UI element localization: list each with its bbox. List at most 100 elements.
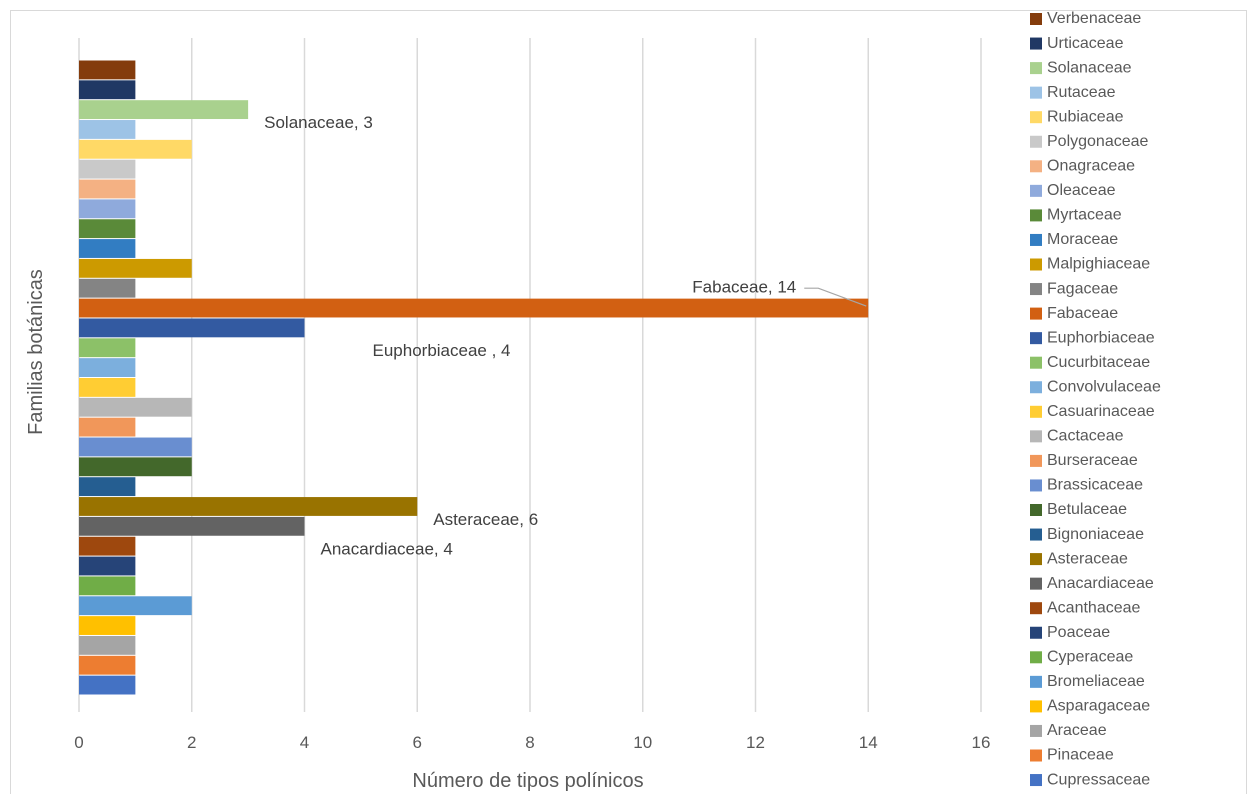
legend-swatch-fagaceae [1030,283,1042,296]
legend-swatch-euphorbiaceae [1030,332,1042,345]
bar-urticaceae [79,80,136,100]
legend-label-casuarinaceae: Casuarinaceae [1047,403,1155,420]
legend-label-myrtaceae: Myrtaceae [1047,207,1122,224]
bar-rutaceae [79,120,136,139]
legend-swatch-solanaceae [1030,62,1042,75]
legend-swatch-onagraceae [1030,160,1042,173]
legend-swatch-araceae [1030,724,1042,737]
legend-label-cupressaceae: Cupressaceae [1047,771,1150,788]
legend-swatch-cyperaceae [1030,651,1042,664]
legend-label-bignoniaceae: Bignoniaceae [1047,526,1144,543]
legend-swatch-bromeliaceae [1030,675,1042,688]
legend-label-urticaceae: Urticaceae [1047,35,1124,52]
legend-swatch-moraceae [1030,233,1042,246]
x-axis-title: Número de tipos polínicos [412,770,643,792]
bar-moraceae [79,239,136,258]
x-tick-label: 4 [300,733,309,752]
legend-swatch-betulaceae [1030,504,1042,516]
legend-label-convolvulaceae: Convolvulaceae [1047,378,1161,395]
bar-fabaceae [79,298,869,318]
data-label-euphorbiaceae: Euphorbiaceae , 4 [373,341,511,360]
bar-araceae [79,635,136,655]
x-tick-label: 8 [525,733,534,752]
bar-verbenaceae [79,60,136,80]
legend-label-onagraceae: Onagraceae [1047,158,1135,175]
legend-label-asparagaceae: Asparagaceae [1047,698,1150,715]
legend-label-betulaceae: Betulaceae [1047,501,1127,518]
legend-label-oleaceae: Oleaceae [1047,182,1116,199]
data-label-fabaceae: Fabaceae, 14 [692,278,796,297]
bar-cactaceae [79,397,192,417]
bars [79,60,869,695]
legend-swatch-fabaceae [1030,307,1042,320]
x-tick-label: 14 [859,733,878,752]
x-tick-label: 12 [746,733,765,752]
legend-label-cyperaceae: Cyperaceae [1047,649,1133,666]
bar-onagraceae [79,179,136,199]
legend-label-bromeliaceae: Bromeliaceae [1047,673,1145,690]
legend-label-brassicaceae: Brassicaceae [1047,477,1143,494]
legend-swatch-convolvulaceae [1030,381,1042,394]
legend-swatch-burseraceae [1030,454,1042,467]
bar-betulaceae [79,457,192,477]
bar-bromeliaceae [79,596,192,616]
legend-label-pinaceae: Pinaceae [1047,747,1114,764]
bar-brassicaceae [79,437,192,457]
legend-label-solanaceae: Solanaceae [1047,59,1132,76]
legend-label-malpighiaceae: Malpighiaceae [1047,256,1150,273]
legend-swatch-brassicaceae [1030,479,1042,492]
bar-euphorbiaceae [79,318,305,338]
legend-swatch-pinaceae [1030,749,1042,762]
bar-cyperaceae [79,576,136,596]
legend-label-moraceae: Moraceae [1047,231,1118,248]
bar-bignoniaceae [79,477,136,497]
bar-asteraceae [79,497,418,516]
x-axis-ticks: 0 2 4 6 8 10 12 14 16 [74,733,990,752]
legend-swatch-acanthaceae [1030,602,1042,615]
legend-swatch-urticaceae [1030,37,1042,50]
y-axis-title: Familias botánicas [25,269,47,435]
legend-label-acanthaceae: Acanthaceae [1047,599,1141,616]
legend-label-verbenaceae: Verbenaceae [1047,10,1141,27]
legend-swatch-polygonaceae [1030,135,1042,148]
legend-swatch-rubiaceae [1030,111,1042,124]
legend-swatch-cupressaceae [1030,774,1042,787]
gridlines [78,38,982,712]
legend-swatch-verbenaceae [1030,13,1042,25]
data-label-solanaceae: Solanaceae, 3 [264,113,373,132]
bar-oleaceae [79,199,136,219]
bar-myrtaceae [79,219,136,239]
bar-convolvulaceae [79,358,136,377]
legend-label-polygonaceae: Polygonaceae [1047,133,1149,150]
legend-swatch-cucurbitaceae [1030,356,1042,369]
bar-malpighiaceae [79,258,192,278]
bar-anacardiaceae [79,516,305,536]
bar-acanthaceae [79,536,136,556]
legend-label-cucurbitaceae: Cucurbitaceae [1047,354,1150,371]
legend: Verbenaceae Urticaceae Solanaceae Rutaceae R… [1030,10,1161,788]
bar-pinaceae [79,655,136,675]
data-labels: Solanaceae, 3 Fabaceae, 14 Euphorbiaceae ,… [264,113,867,559]
legend-label-cactaceae: Cactaceae [1047,428,1124,445]
bar-asparagaceae [79,616,136,635]
legend-swatch-poaceae [1030,626,1042,639]
bar-cucurbitaceae [79,338,136,358]
legend-label-burseraceae: Burseraceae [1047,452,1138,469]
bar-cupressaceae [79,675,136,695]
data-label-anacardiaceae: Anacardiaceae, 4 [321,540,453,559]
legend-label-fabaceae: Fabaceae [1047,305,1118,322]
leader-line-fabaceae [804,287,867,307]
legend-swatch-bignoniaceae [1030,528,1042,541]
legend-swatch-asparagaceae [1030,700,1042,713]
legend-label-rubiaceae: Rubiaceae [1047,108,1124,125]
legend-label-anacardiaceae: Anacardiaceae [1047,575,1154,592]
bar-burseraceae [79,417,136,437]
legend-label-poaceae: Poaceae [1047,624,1110,641]
legend-swatch-myrtaceae [1030,209,1042,222]
legend-swatch-malpighiaceae [1030,258,1042,271]
bar-rubiaceae [79,139,192,159]
legend-label-euphorbiaceae: Euphorbiaceae [1047,329,1155,346]
bar-fagaceae [79,278,136,298]
x-tick-label: 10 [633,733,652,752]
